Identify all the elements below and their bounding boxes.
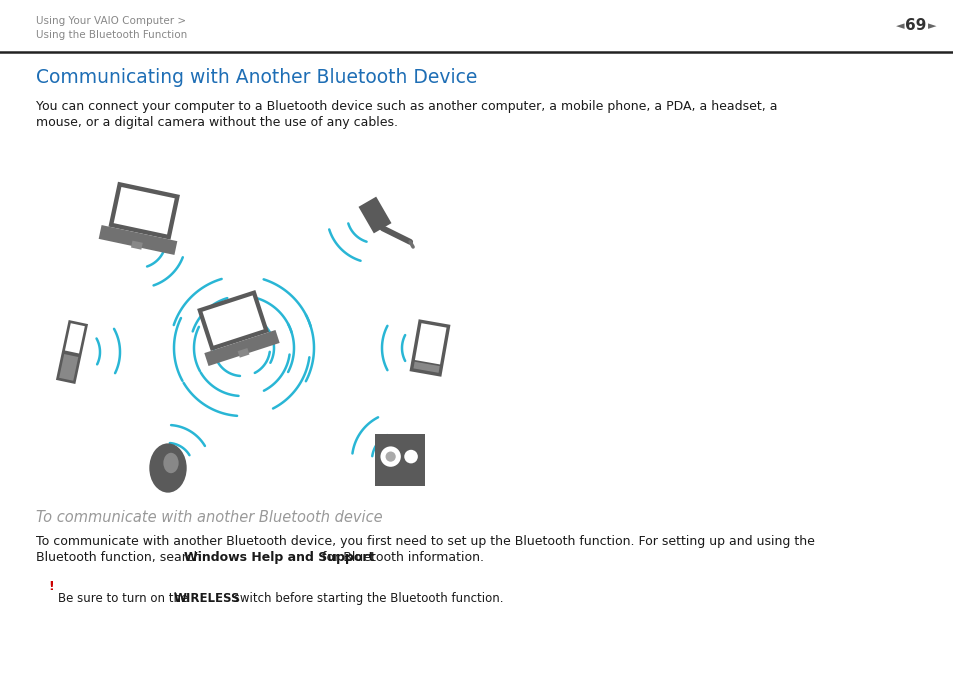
Polygon shape [202, 295, 263, 346]
Text: for Bluetooth information.: for Bluetooth information. [317, 551, 483, 564]
Circle shape [385, 452, 395, 462]
Text: To communicate with another Bluetooth device: To communicate with another Bluetooth de… [36, 510, 382, 525]
Polygon shape [409, 319, 450, 377]
Circle shape [404, 450, 417, 464]
Polygon shape [56, 320, 88, 384]
Circle shape [380, 446, 400, 467]
Text: Communicating with Another Bluetooth Device: Communicating with Another Bluetooth Dev… [36, 68, 476, 87]
Polygon shape [65, 324, 85, 353]
Polygon shape [358, 197, 391, 233]
Text: Windows Help and Support: Windows Help and Support [184, 551, 374, 564]
Text: You can connect your computer to a Bluetooth device such as another computer, a : You can connect your computer to a Bluet… [36, 100, 777, 113]
Polygon shape [59, 354, 78, 381]
Text: ►: ► [926, 21, 935, 31]
Polygon shape [375, 433, 424, 487]
Polygon shape [109, 182, 180, 240]
Text: Using Your VAIO Computer >: Using Your VAIO Computer > [36, 16, 186, 26]
Text: WIRELESS: WIRELESS [173, 592, 240, 605]
Polygon shape [131, 241, 143, 249]
Text: To communicate with another Bluetooth device, you first need to set up the Bluet: To communicate with another Bluetooth de… [36, 535, 814, 548]
Polygon shape [415, 324, 446, 365]
Text: switch before starting the Bluetooth function.: switch before starting the Bluetooth fun… [230, 592, 503, 605]
Text: Be sure to turn on the: Be sure to turn on the [58, 592, 192, 605]
Text: ◄: ◄ [895, 21, 903, 31]
Text: !: ! [48, 580, 53, 593]
Text: mouse, or a digital camera without the use of any cables.: mouse, or a digital camera without the u… [36, 116, 397, 129]
Ellipse shape [149, 443, 187, 493]
Text: Bluetooth function, search: Bluetooth function, search [36, 551, 205, 564]
Polygon shape [204, 330, 279, 366]
Ellipse shape [163, 453, 178, 473]
Text: 69: 69 [904, 18, 925, 34]
Polygon shape [113, 187, 174, 235]
Polygon shape [237, 348, 250, 358]
Polygon shape [413, 362, 439, 373]
Text: Using the Bluetooth Function: Using the Bluetooth Function [36, 30, 187, 40]
Polygon shape [197, 290, 269, 351]
Polygon shape [98, 225, 177, 255]
